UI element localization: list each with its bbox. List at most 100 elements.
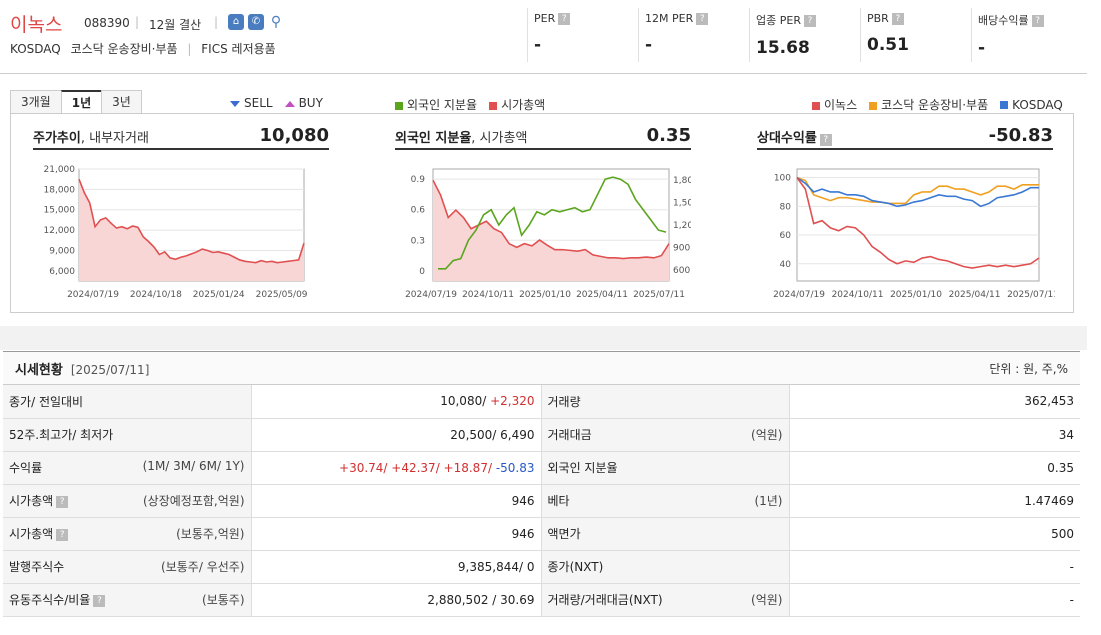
- legend-sector: 코스닥 운송장비·부품: [869, 96, 988, 113]
- row-value: 0.35: [789, 451, 1080, 485]
- return-value: -50.83: [495, 460, 535, 475]
- home-icon[interactable]: ⌂: [228, 14, 244, 30]
- relative-chart: 100 80 60 40 2024/07/19 2024/10/11 2025/01/10 2…: [773, 168, 1055, 300]
- row-label-text: 시가총액?: [9, 525, 69, 542]
- value-text: 9,385,844/ 0: [457, 559, 535, 574]
- stock-header: 이녹스 088390 | 12월 결산 | ⌂ ✆ ⚲ KOSDAQ 코스닥 운…: [0, 0, 1087, 74]
- marketcap-line: [432, 179, 670, 260]
- metric-label: 12M PER: [645, 12, 694, 25]
- row-label-text: 52주.최고가/ 최저가: [9, 428, 114, 442]
- x-tick-label: 2025/04/11: [949, 290, 1001, 300]
- help-icon[interactable]: ?: [1031, 15, 1044, 27]
- table-row: 수익률 (1M/ 3M/ 6M/ 1Y) +30.74/ +42.37/ +18.8…: [3, 451, 1080, 485]
- row-label-text: 외국인 지분율: [547, 461, 618, 475]
- table-row: 발행주식수 (보통주/ 우선주) 9,385,844/ 0 종가(NXT) -: [3, 550, 1080, 584]
- tab-3m[interactable]: 3개월: [10, 90, 62, 114]
- x-tick-label: 2025/01/24: [193, 290, 245, 300]
- help-icon[interactable]: ?: [819, 134, 832, 146]
- phone-icon[interactable]: ✆: [248, 14, 264, 30]
- x-tick-label: 2025/01/10: [890, 290, 942, 300]
- value-text: 946: [511, 493, 535, 508]
- sell-triangle-icon: [230, 100, 240, 107]
- y-tick-label: 60: [780, 231, 792, 241]
- x-tick-label: 2024/10/11: [832, 290, 884, 300]
- panel-subtitle: , 시가총액: [471, 131, 528, 146]
- help-icon[interactable]: ?: [891, 13, 904, 25]
- panel-value: 0.35: [646, 125, 691, 146]
- help-icon[interactable]: ?: [803, 15, 816, 27]
- metric-value: 0.51: [867, 35, 909, 55]
- metric-per: PER? -: [534, 12, 644, 55]
- divider: |: [214, 15, 219, 29]
- row-note: (보통주): [202, 593, 245, 607]
- value-text: 20,500/ 6,490: [450, 427, 535, 442]
- row-label: 거래량/거래대금(NXT) (억원): [541, 583, 790, 617]
- return-value: +18.87/: [443, 460, 496, 475]
- legend-foreign: 외국인 지분율: [395, 96, 477, 113]
- row-value: 10,080/ +2,320: [251, 385, 542, 419]
- y-tick-label: 100: [774, 174, 791, 184]
- header-icons: ⌂ ✆ ⚲: [228, 14, 284, 30]
- row-note: (보통주,억원): [176, 527, 245, 541]
- row-value: 946: [251, 484, 542, 518]
- row-value: 1.47469: [789, 484, 1080, 518]
- location-pin-icon[interactable]: ⚲: [268, 14, 284, 30]
- metric-label: 배당수익률: [978, 14, 1029, 27]
- row-label-text: 수익률: [9, 461, 43, 475]
- foreign-chart: 0.9 0.6 0.3 0 1,800 1,500 1,200 900 600 2024/07/1…: [405, 168, 691, 300]
- y-tick-label: 40: [780, 260, 792, 270]
- table-row: 유동주식수/비율? (보통주) 2,880,502 / 30.69 거래량/거래대금(…: [3, 583, 1080, 617]
- row-note: (보통주/ 우선주): [161, 560, 245, 574]
- x-tick-label: 2025/07/11: [633, 290, 685, 300]
- row-label: 외국인 지분율: [541, 451, 790, 485]
- trade-legend: SELL BUY: [230, 96, 323, 110]
- metric-label: 업종 PER: [756, 14, 801, 27]
- row-note: (상장예정포함,억원): [143, 494, 245, 508]
- table-row: 시가총액? (보통주,억원) 946 액면가 500: [3, 517, 1080, 551]
- status-table: 종가/ 전일대비 10,080/ +2,320 거래량 362,453 52주.최고가/…: [3, 385, 1080, 617]
- row-label-text: 거래량: [547, 394, 581, 409]
- help-icon[interactable]: ?: [558, 13, 571, 25]
- row-value: 20,500/ 6,490: [251, 418, 542, 452]
- row-label-text: 시가총액?: [9, 492, 69, 509]
- row-value: 946: [251, 517, 542, 551]
- help-icon[interactable]: ?: [56, 528, 69, 541]
- row-label: 시가총액? (상장예정포함,억원): [3, 484, 252, 518]
- panel-title-main: 외국인 지분율: [395, 131, 472, 146]
- row-label: 종가(NXT): [541, 550, 790, 584]
- company-name[interactable]: 이녹스: [10, 14, 63, 36]
- panel-title: 상대수익률? -50.83: [757, 125, 1053, 150]
- row-label-text: 종가/ 전일대비: [9, 394, 84, 409]
- y-left-tick-label: 0.3: [411, 236, 425, 246]
- metric-divider: [638, 8, 639, 62]
- help-icon[interactable]: ?: [696, 13, 709, 25]
- help-icon[interactable]: ?: [56, 495, 69, 508]
- row-value: 362,453: [789, 385, 1080, 419]
- legend-sell: SELL: [230, 96, 273, 110]
- row-value: 34: [789, 418, 1080, 452]
- row-label-text: 거래대금: [547, 428, 592, 442]
- y-tick-label: 18,000: [44, 185, 76, 195]
- fiscal-year: 12월 결산: [149, 18, 202, 32]
- tab-3y[interactable]: 3년: [101, 90, 142, 114]
- panel-title-main: 상대수익률: [757, 131, 817, 146]
- x-tick-label: 2025/05/09: [256, 290, 308, 300]
- y-tick-label: 12,000: [44, 226, 76, 236]
- panel-value: 10,080: [259, 125, 329, 146]
- help-icon[interactable]: ?: [93, 594, 106, 607]
- tab-1y[interactable]: 1년: [60, 90, 103, 114]
- row-value: 500: [789, 517, 1080, 551]
- metric-value: -: [978, 38, 986, 58]
- sector-label: 코스닥 운송장비·부품: [70, 42, 178, 56]
- y-right-tick-label: 600: [673, 266, 690, 276]
- row-label: 52주.최고가/ 최저가: [3, 418, 252, 452]
- row-note: (1년): [754, 494, 783, 508]
- divider: |: [135, 15, 140, 29]
- price-panel: 주가추이, 내부자거래 10,080: [33, 125, 329, 150]
- table-header: 시세현황 [2025/07/11] 단위 : 원, 주,%: [3, 351, 1080, 385]
- metric-divider: [860, 8, 861, 62]
- foreign-ownership-line: [438, 176, 667, 270]
- market-label: KOSDAQ: [10, 42, 61, 56]
- period-tabs: 3개월 1년 3년: [10, 90, 142, 114]
- row-label-text: 유동주식수/비율?: [9, 591, 106, 608]
